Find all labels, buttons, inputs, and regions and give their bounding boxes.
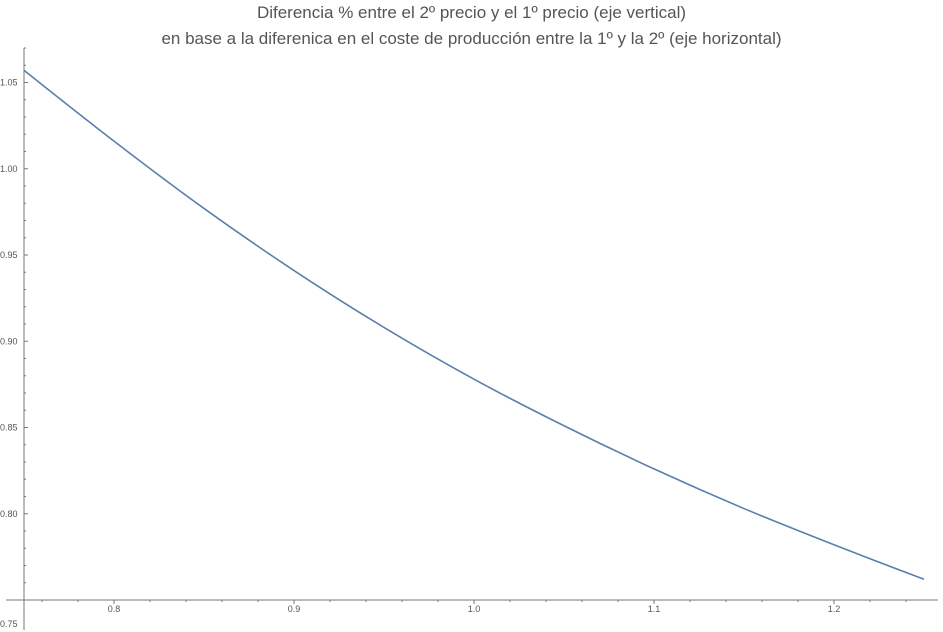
y-tick-label: 1.00: [0, 164, 18, 174]
chart-title-line1: Diferencia % entre el 2º precio y el 1º …: [256, 3, 687, 22]
y-tick-label: 0.90: [0, 336, 18, 346]
y-axis-ticks: 0.75 0.80 0.85 0.90 0.95 1.00 1.05: [0, 47, 28, 629]
chart-subtitle: en base a la diferenica en el coste de p…: [161, 29, 782, 48]
x-axis-ticks: 0.8 0.9 1.0 1.1 1.2: [41, 600, 907, 614]
x-tick-label: 1.2: [828, 604, 841, 614]
series-line: [23, 69, 925, 581]
x-tick-label: 0.8: [108, 604, 121, 614]
x-tick-label: 1.1: [648, 604, 661, 614]
y-tick-label: 1.05: [0, 78, 18, 88]
chart-title: Diferencia % entre el 2º precio y el 1º …: [0, 0, 943, 52]
y-tick-label: 0.95: [0, 250, 18, 260]
y-tick-label: 0.85: [0, 423, 18, 433]
y-tick-label: 0.75: [0, 619, 18, 629]
x-tick-label: 1.0: [468, 604, 481, 614]
x-tick-label: 0.9: [288, 604, 301, 614]
y-tick-label: 0.80: [0, 509, 18, 519]
axes: [6, 48, 938, 630]
series-layer: [23, 69, 925, 581]
